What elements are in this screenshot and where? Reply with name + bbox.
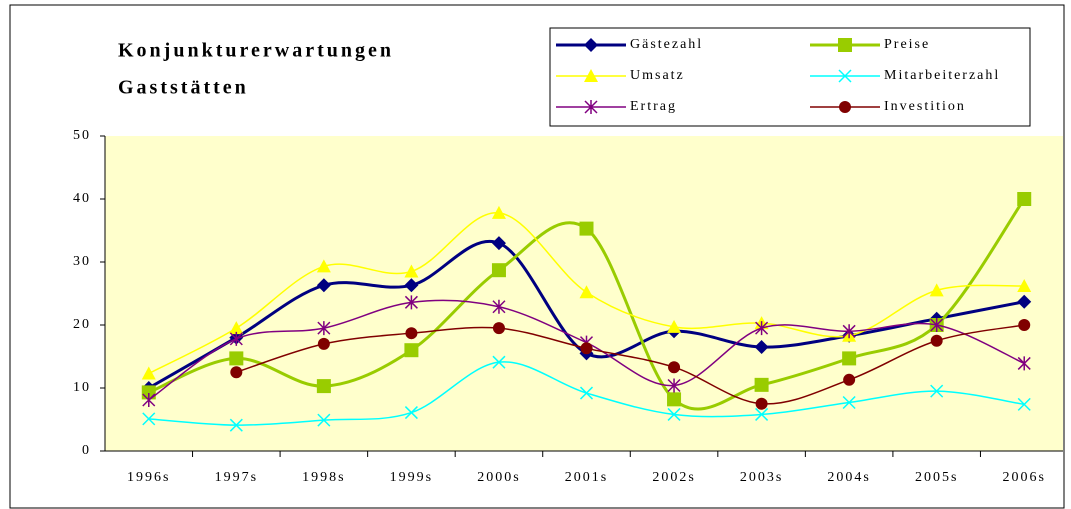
point <box>1017 192 1032 206</box>
point <box>667 319 682 333</box>
legend-marker <box>584 100 598 114</box>
point <box>1018 319 1031 331</box>
point <box>755 321 769 336</box>
point <box>755 397 768 410</box>
legend-label: Investition <box>884 99 966 114</box>
point <box>491 263 506 278</box>
legend <box>549 27 1031 127</box>
point <box>317 337 330 350</box>
point <box>316 259 331 273</box>
point <box>316 278 331 293</box>
point <box>667 407 681 421</box>
point <box>405 327 418 340</box>
x-tick-label: 2000s <box>477 470 520 485</box>
point <box>667 378 681 393</box>
chart-title: Gaststätten <box>118 77 249 99</box>
point <box>142 392 156 407</box>
point <box>404 295 418 310</box>
x-tick-label: 2006s <box>1003 470 1046 485</box>
series-line <box>236 324 1025 405</box>
x-tick-label: 1999s <box>390 470 433 485</box>
point <box>404 406 418 420</box>
point <box>404 343 419 358</box>
y-tick-label: 50 <box>73 128 91 143</box>
point <box>491 205 506 219</box>
x-tick-label: 1998s <box>302 470 345 485</box>
point <box>1017 356 1031 371</box>
y-tick-label: 30 <box>73 254 91 269</box>
x-tick-label: 2003s <box>740 470 783 485</box>
legend-label: Mitarbeiterzahl <box>884 68 1000 83</box>
point <box>1017 278 1032 292</box>
legend-label: Preise <box>884 37 930 52</box>
x-tick-label: 2002s <box>652 470 695 485</box>
point <box>843 373 856 386</box>
point <box>842 395 856 410</box>
point <box>317 413 331 427</box>
point <box>491 236 506 251</box>
point <box>229 331 243 346</box>
point <box>1017 397 1031 411</box>
point <box>141 366 156 380</box>
point <box>929 283 944 297</box>
point <box>1017 294 1032 309</box>
point <box>842 351 857 366</box>
legend-label: Ertrag <box>630 99 677 114</box>
point <box>230 366 243 379</box>
legend-marker <box>838 38 852 52</box>
y-tick-label: 0 <box>82 443 91 458</box>
x-tick-label: 2005s <box>915 470 958 485</box>
x-tick-label: 1997s <box>215 470 258 485</box>
legend-marker <box>838 69 852 83</box>
point <box>317 321 331 336</box>
x-tick-label: 1996s <box>127 470 170 485</box>
y-tick-label: 10 <box>73 380 91 395</box>
legend-label: Umsatz <box>630 68 685 83</box>
series-line <box>148 212 1025 375</box>
point <box>579 285 594 299</box>
point <box>142 412 156 426</box>
y-tick-label: 20 <box>73 317 91 332</box>
y-tick-label: 40 <box>73 191 91 206</box>
point <box>492 322 505 335</box>
point <box>579 386 594 400</box>
point <box>754 340 769 355</box>
point <box>492 355 506 369</box>
legend-marker <box>839 101 851 113</box>
point <box>492 299 506 314</box>
chart-title: Konjunkturerwartungen <box>118 40 394 62</box>
point <box>316 379 331 394</box>
legend-marker <box>584 69 598 82</box>
point <box>930 318 944 332</box>
legend-label: Gästezahl <box>630 37 703 52</box>
point <box>580 342 593 355</box>
point <box>579 221 594 236</box>
point <box>930 334 943 347</box>
point <box>930 384 944 398</box>
point <box>668 361 681 374</box>
point <box>229 418 243 432</box>
point <box>404 264 419 278</box>
x-tick-label: 2001s <box>565 470 608 485</box>
point <box>842 324 856 339</box>
x-tick-label: 2004s <box>827 470 870 485</box>
point <box>755 407 769 421</box>
point <box>229 321 244 335</box>
point <box>229 351 244 366</box>
series-line <box>148 198 1026 411</box>
point <box>404 278 419 293</box>
point <box>667 392 682 407</box>
legend-marker <box>584 38 598 52</box>
point <box>754 377 769 392</box>
